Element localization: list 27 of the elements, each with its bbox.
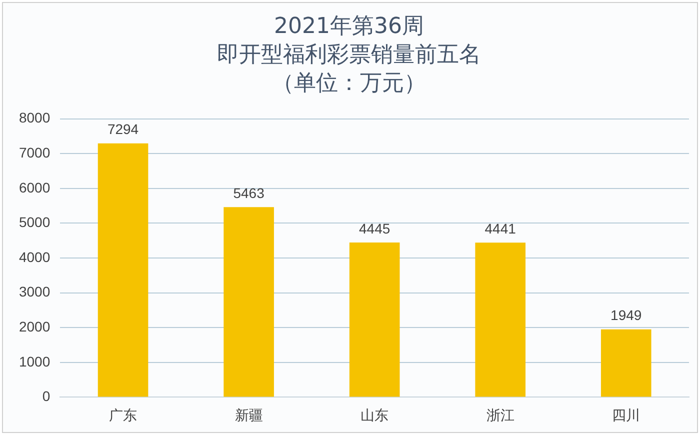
data-label: 5463 [233,184,265,201]
x-tick-label: 山东 [360,408,389,424]
data-label: 1949 [610,307,642,324]
y-tick-label: 5000 [18,214,50,230]
x-tick-label: 新疆 [234,408,263,424]
x-tick-label: 浙江 [486,408,514,424]
x-tick-label: 广东 [109,408,138,424]
chart-subtitle: 即开型福利彩票销量前五名 [217,42,481,68]
text: （单位：万元） [272,71,426,96]
y-tick-label: 2000 [18,318,50,334]
y-tick-label: 3000 [18,284,50,300]
data-label: 4445 [358,220,390,236]
y-tick-label: 6000 [18,179,50,196]
y-tick-label: 1000 [18,353,50,370]
y-tick-label: 7000 [18,144,50,160]
y-tick-label: 4000 [18,248,50,265]
data-label: 7294 [107,121,139,138]
bar [600,329,652,397]
bar [349,242,400,397]
y-tick-label: 0 [42,388,50,404]
bar [98,143,148,397]
bar [475,242,526,397]
y-tick-label: 8000 [18,110,50,126]
bar [224,207,274,397]
x-tick-label: 四川 [612,408,640,424]
data-label: 4441 [484,220,516,237]
chart-title: 2021年第36周 [274,14,424,40]
